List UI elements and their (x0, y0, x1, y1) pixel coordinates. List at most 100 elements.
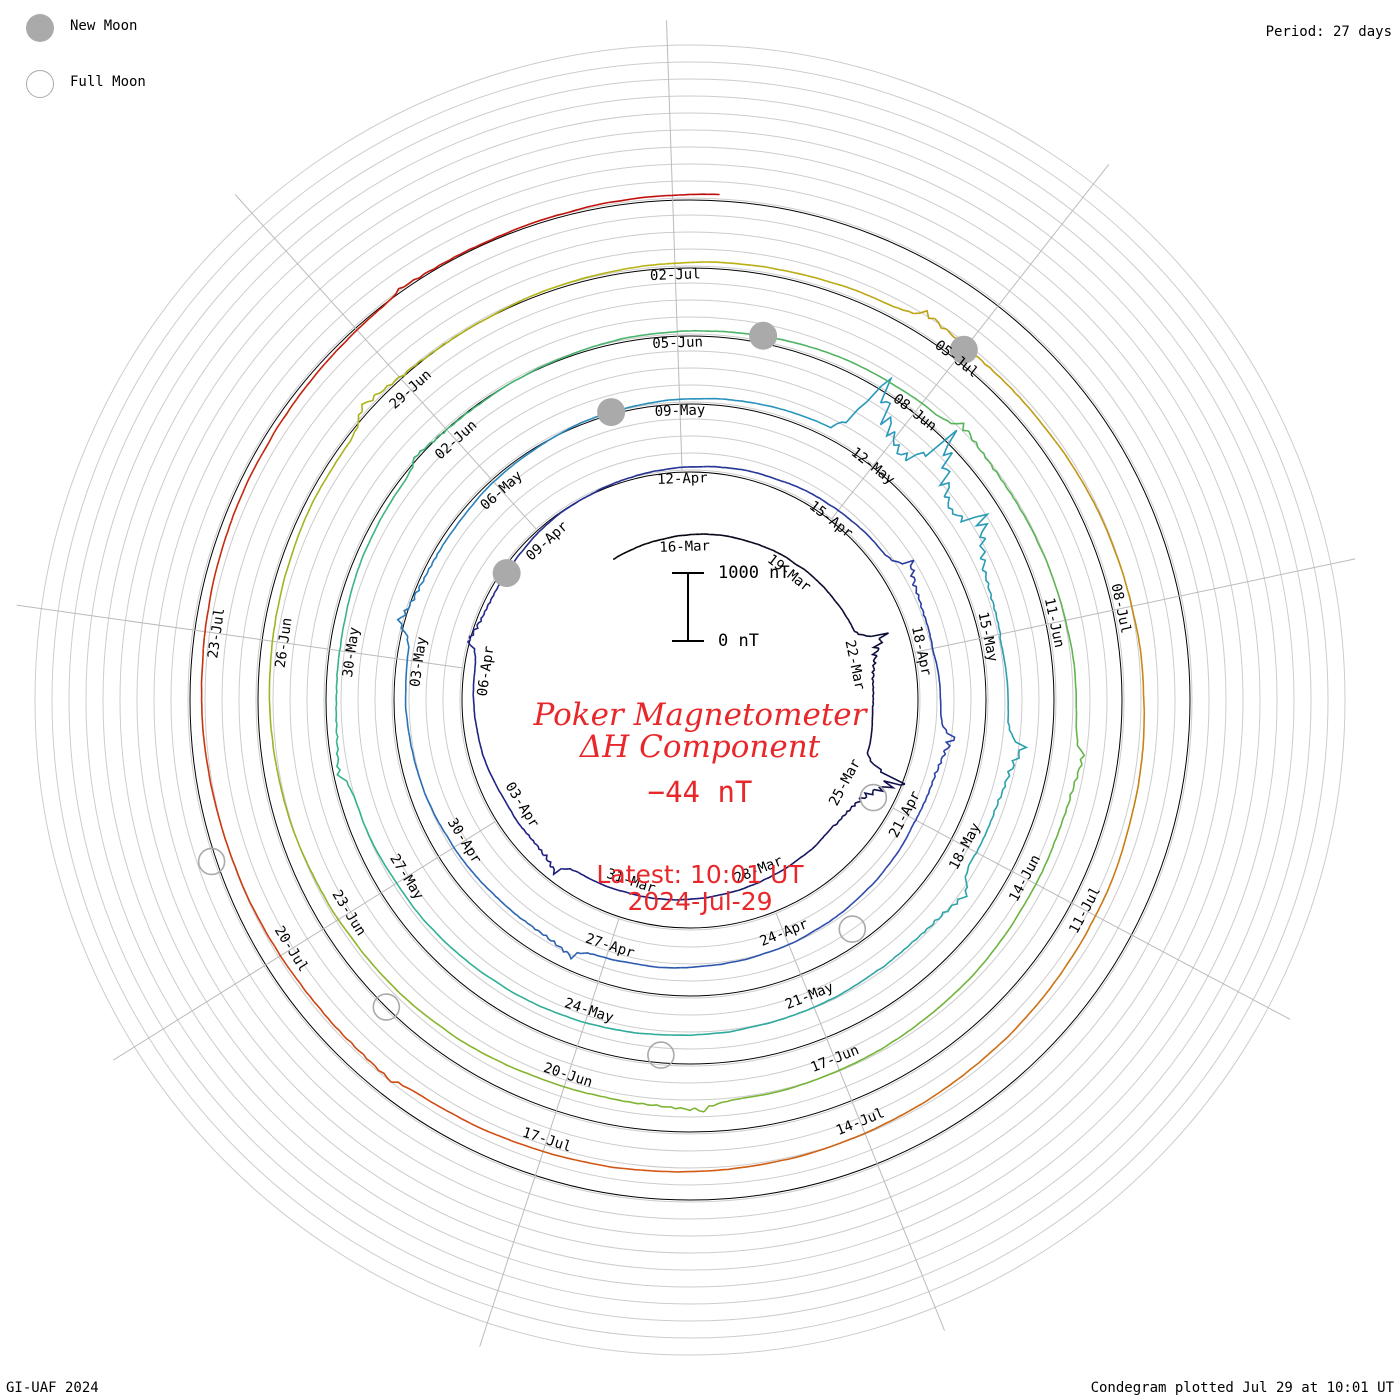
trace-segment (455, 1037, 478, 1051)
trace-segment (1119, 841, 1126, 858)
trace-segment (927, 625, 930, 632)
new-moon-marker (749, 321, 778, 350)
trace-segment (676, 466, 682, 469)
trace-segment (1042, 983, 1054, 998)
trace-segment (658, 966, 675, 969)
trace-segment (903, 1105, 919, 1115)
trace-segment (720, 261, 737, 265)
trace-segment (634, 470, 653, 478)
trace-segment (520, 825, 533, 840)
trace-segment (289, 969, 301, 984)
trace-segment (446, 1109, 462, 1120)
grid-circle (68, 78, 1312, 1322)
trace-segment (1072, 786, 1075, 792)
trace-segment (933, 759, 943, 780)
trace-segment (392, 985, 408, 1001)
trace-segment (473, 714, 477, 723)
trace-segment (638, 544, 643, 548)
trace-segment (514, 1068, 534, 1077)
trace-segment (1029, 1008, 1034, 1014)
trace-segment (216, 811, 223, 829)
trace-segment (375, 516, 383, 529)
trace-segment (987, 1043, 1001, 1056)
trace-segment (1141, 663, 1144, 680)
grid-circle (170, 180, 1210, 1220)
trace-segment (505, 802, 509, 806)
trace-segment (403, 273, 425, 288)
trace-segment (335, 703, 338, 709)
trace-segment (869, 295, 885, 304)
trace-segment (470, 493, 483, 508)
trace-segment (534, 531, 540, 537)
trace-segment (914, 1019, 924, 1027)
date-label: 12-May (848, 444, 898, 488)
trace-segment (891, 559, 900, 564)
trace-segment (1075, 470, 1083, 481)
trace-segment (464, 317, 488, 332)
trace-segment (950, 980, 969, 998)
trace-segment (275, 767, 281, 783)
grid-circle (34, 44, 1346, 1356)
trace-segment (549, 865, 562, 877)
trace-segment (771, 549, 778, 554)
trace-segment (868, 1046, 886, 1057)
trace-segment (279, 418, 284, 424)
trace-segment (912, 933, 922, 943)
trace-segment (871, 674, 875, 682)
trace-segment (968, 430, 973, 441)
trace-segment (391, 1081, 414, 1092)
date-label: 17-Jul (520, 1125, 573, 1156)
trace-segment (1000, 644, 1007, 671)
date-label: 16-Mar (659, 538, 710, 556)
trace-segment (320, 362, 326, 369)
trace-segment (492, 893, 506, 906)
trace-segment (872, 655, 878, 662)
trace-segment (354, 421, 360, 432)
trace-segment (737, 887, 745, 892)
trace-segment (405, 670, 408, 684)
trace-segment (940, 753, 946, 760)
trace-segment (1060, 816, 1065, 826)
trace-segment (987, 821, 992, 829)
trace-segment (406, 636, 410, 654)
trace-segment (506, 1137, 513, 1142)
trace-segment (888, 1033, 905, 1046)
trace-segment (757, 543, 764, 548)
trace-segment (1139, 647, 1143, 664)
new-moon-marker (597, 398, 626, 427)
trace-segment (205, 756, 208, 763)
trace-segment (361, 394, 376, 412)
date-label: 11-Jun (1041, 596, 1067, 649)
trace-segment (541, 362, 550, 368)
trace-segment (480, 749, 487, 764)
trace-segment (756, 402, 764, 406)
trace-segment (849, 803, 856, 809)
trace-segment (634, 265, 645, 269)
trace-segment (357, 411, 363, 422)
trace-segment (870, 963, 888, 976)
trace-segment (678, 1170, 701, 1173)
day-spoke (16, 604, 463, 669)
trace-segment (739, 400, 757, 405)
date-label: 24-May (562, 995, 615, 1026)
grid-circle (102, 112, 1278, 1288)
trace-segment (275, 762, 278, 768)
trace-segment (766, 547, 771, 551)
trace-segment (599, 955, 616, 962)
trace-segment (883, 780, 906, 786)
trace-segment (874, 1120, 890, 1130)
trace-segment (988, 460, 993, 466)
trace-segment (754, 1091, 774, 1097)
trace-segment (454, 246, 477, 258)
trace-segment (1048, 568, 1054, 578)
trace-segment (346, 780, 353, 793)
trace-segment (412, 454, 419, 463)
trace-segment (373, 306, 384, 315)
trace-segment (770, 1013, 797, 1024)
trace-segment (496, 388, 502, 393)
trace-segment (873, 763, 906, 785)
trace-segment (1011, 733, 1029, 755)
trace-segment (959, 512, 990, 540)
trace-segment (770, 872, 778, 878)
grid-circle (221, 231, 1159, 1169)
